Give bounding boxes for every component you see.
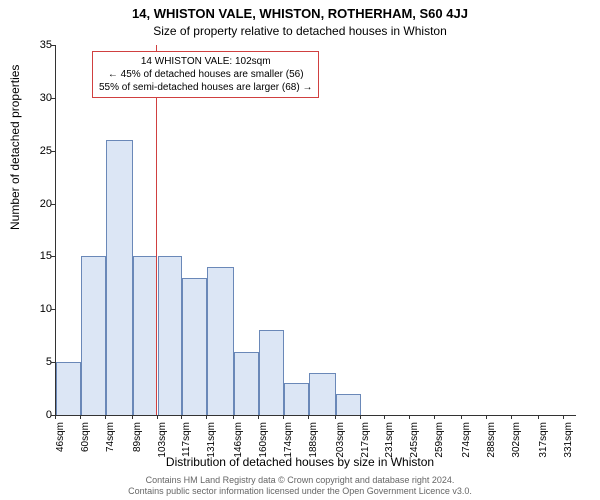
y-tick-mark (51, 151, 55, 152)
y-tick-mark (51, 256, 55, 257)
y-tick-mark (51, 45, 55, 46)
x-tick-mark (360, 415, 361, 419)
x-tick-mark (409, 415, 410, 419)
x-tick-mark (461, 415, 462, 419)
x-tick-mark (563, 415, 564, 419)
histogram-bar (158, 256, 183, 415)
chart-footer: Contains HM Land Registry data © Crown c… (0, 475, 600, 497)
x-tick-mark (105, 415, 106, 419)
x-tick-mark (308, 415, 309, 419)
x-tick-mark (486, 415, 487, 419)
x-tick-mark (233, 415, 234, 419)
histogram-bar (81, 256, 106, 415)
y-tick-mark (51, 309, 55, 310)
footer-line2: Contains public sector information licen… (0, 486, 600, 497)
y-tick-mark (51, 98, 55, 99)
histogram-chart: 14, WHISTON VALE, WHISTON, ROTHERHAM, S6… (0, 0, 600, 500)
marker-line (156, 45, 158, 415)
x-tick-mark (384, 415, 385, 419)
footer-line1: Contains HM Land Registry data © Crown c… (0, 475, 600, 486)
x-tick-mark (335, 415, 336, 419)
x-tick-mark (80, 415, 81, 419)
y-tick-mark (51, 204, 55, 205)
histogram-bar (56, 362, 81, 415)
histogram-bar (207, 267, 234, 415)
histogram-bar (309, 373, 336, 415)
plot-area: 14 WHISTON VALE: 102sqm ← 45% of detache… (55, 45, 576, 416)
x-tick-mark (132, 415, 133, 419)
x-tick-mark (181, 415, 182, 419)
info-line2: ← 45% of detached houses are smaller (56… (99, 68, 312, 81)
marker-info-box: 14 WHISTON VALE: 102sqm ← 45% of detache… (92, 51, 319, 98)
y-axis-label: Number of detached properties (8, 65, 22, 230)
x-tick-mark (538, 415, 539, 419)
x-tick-mark (283, 415, 284, 419)
histogram-bar (106, 140, 133, 415)
x-tick-mark (206, 415, 207, 419)
y-tick-mark (51, 362, 55, 363)
chart-title-sub: Size of property relative to detached ho… (0, 24, 600, 38)
x-axis-label: Distribution of detached houses by size … (0, 455, 600, 469)
x-tick-mark (55, 415, 56, 419)
info-line1: 14 WHISTON VALE: 102sqm (99, 55, 312, 68)
histogram-bar (182, 278, 207, 415)
histogram-bar (234, 352, 259, 415)
histogram-bar (133, 256, 158, 415)
x-tick-mark (157, 415, 158, 419)
histogram-bar (336, 394, 361, 415)
x-tick-mark (511, 415, 512, 419)
x-tick-mark (258, 415, 259, 419)
histogram-bar (284, 383, 309, 415)
info-line3: 55% of semi-detached houses are larger (… (99, 81, 312, 94)
histogram-bar (259, 330, 284, 415)
x-tick-mark (434, 415, 435, 419)
chart-title-main: 14, WHISTON VALE, WHISTON, ROTHERHAM, S6… (0, 6, 600, 21)
